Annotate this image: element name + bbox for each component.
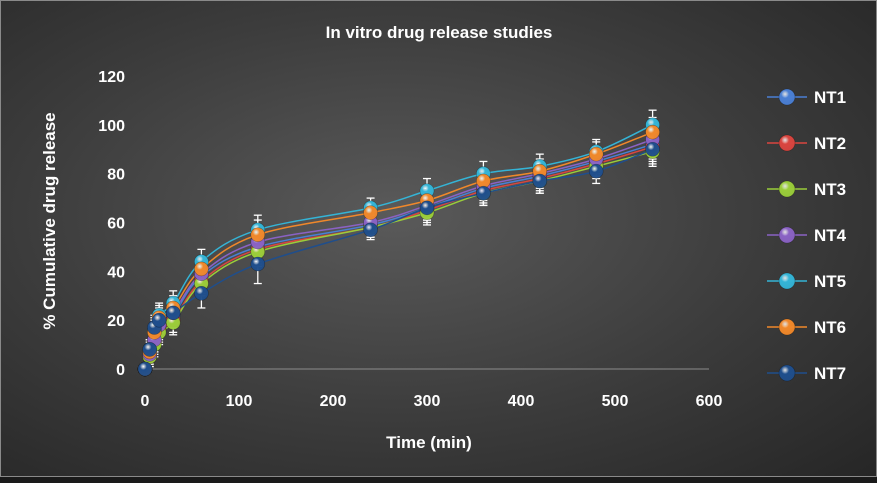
- legend-item-NT5: NT5: [767, 272, 846, 291]
- legend-marker: [778, 364, 796, 382]
- legend-label: NT3: [814, 180, 846, 199]
- x-axis-title: Time (min): [386, 433, 472, 452]
- data-point-NT7: [194, 286, 209, 301]
- plot-area: [137, 109, 660, 377]
- axis-ticks: 0 100 200 300 400 500 600 0 20 40 60 80 100 120: [98, 69, 722, 410]
- y-tick-label: 100: [98, 118, 125, 135]
- legend-marker: [778, 272, 796, 290]
- legend-marker: [778, 88, 796, 106]
- data-point-NT7: [645, 141, 660, 157]
- data-point-NT7: [165, 305, 181, 321]
- data-point-NT7: [250, 256, 266, 272]
- y-tick-label: 60: [107, 216, 125, 233]
- x-tick-label: 200: [320, 393, 347, 410]
- legend-item-NT4: NT4: [767, 226, 847, 245]
- x-tick-label: 0: [141, 393, 150, 410]
- data-point-NT6: [363, 205, 378, 221]
- data-point-NT6: [476, 173, 491, 189]
- y-tick-label: 80: [107, 167, 125, 184]
- y-tick-label: 0: [116, 362, 125, 379]
- legend-item-NT1: NT1: [767, 88, 846, 107]
- data-point-NT7: [476, 185, 491, 201]
- y-tick-label: 40: [107, 264, 125, 281]
- data-point-NT6: [588, 146, 604, 162]
- chart-title: In vitro drug release studies: [326, 23, 553, 42]
- legend-marker: [778, 318, 796, 336]
- legend-item-NT2: NT2: [767, 134, 846, 153]
- legend-item-NT6: NT6: [767, 318, 846, 337]
- x-tick-label: 300: [414, 393, 441, 410]
- data-point-NT7: [363, 222, 378, 238]
- data-point-NT6: [250, 227, 266, 243]
- legend-label: NT1: [814, 88, 846, 107]
- data-point-NT6: [194, 261, 209, 277]
- data-point-NT7: [151, 312, 167, 328]
- legend-marker: [778, 134, 796, 152]
- legend-label: NT4: [814, 226, 847, 245]
- legend-item-NT3: NT3: [767, 180, 846, 199]
- y-tick-label: 120: [98, 69, 125, 86]
- legend-label: NT7: [814, 364, 846, 383]
- y-tick-label: 20: [107, 313, 125, 330]
- legend-label: NT2: [814, 134, 846, 153]
- legend-marker: [778, 226, 796, 244]
- series-line-NT6: [144, 131, 653, 370]
- x-tick-label: 400: [508, 393, 535, 410]
- data-point-NT7: [532, 173, 548, 189]
- x-tick-label: 500: [602, 393, 629, 410]
- data-point-NT7: [137, 361, 153, 377]
- legend-marker: [778, 180, 796, 198]
- data-point-NT7: [419, 200, 435, 216]
- data-point-NT7: [588, 163, 604, 179]
- legend: NT1 NT2 NT3 NT4 NT5 NT6 NT7: [767, 88, 847, 383]
- series-line-NT3: [144, 150, 653, 370]
- data-point-NT6: [645, 124, 660, 140]
- x-tick-label: 100: [226, 393, 253, 410]
- legend-label: NT5: [814, 272, 846, 291]
- legend-item-NT7: NT7: [767, 364, 846, 383]
- data-point-NT7: [142, 342, 157, 357]
- x-tick-label: 600: [696, 393, 723, 410]
- series-line-NT4: [144, 138, 653, 370]
- legend-label: NT6: [814, 318, 846, 337]
- y-axis-title: % Cumulative drug release: [40, 112, 59, 329]
- series-line-NT1: [144, 143, 653, 370]
